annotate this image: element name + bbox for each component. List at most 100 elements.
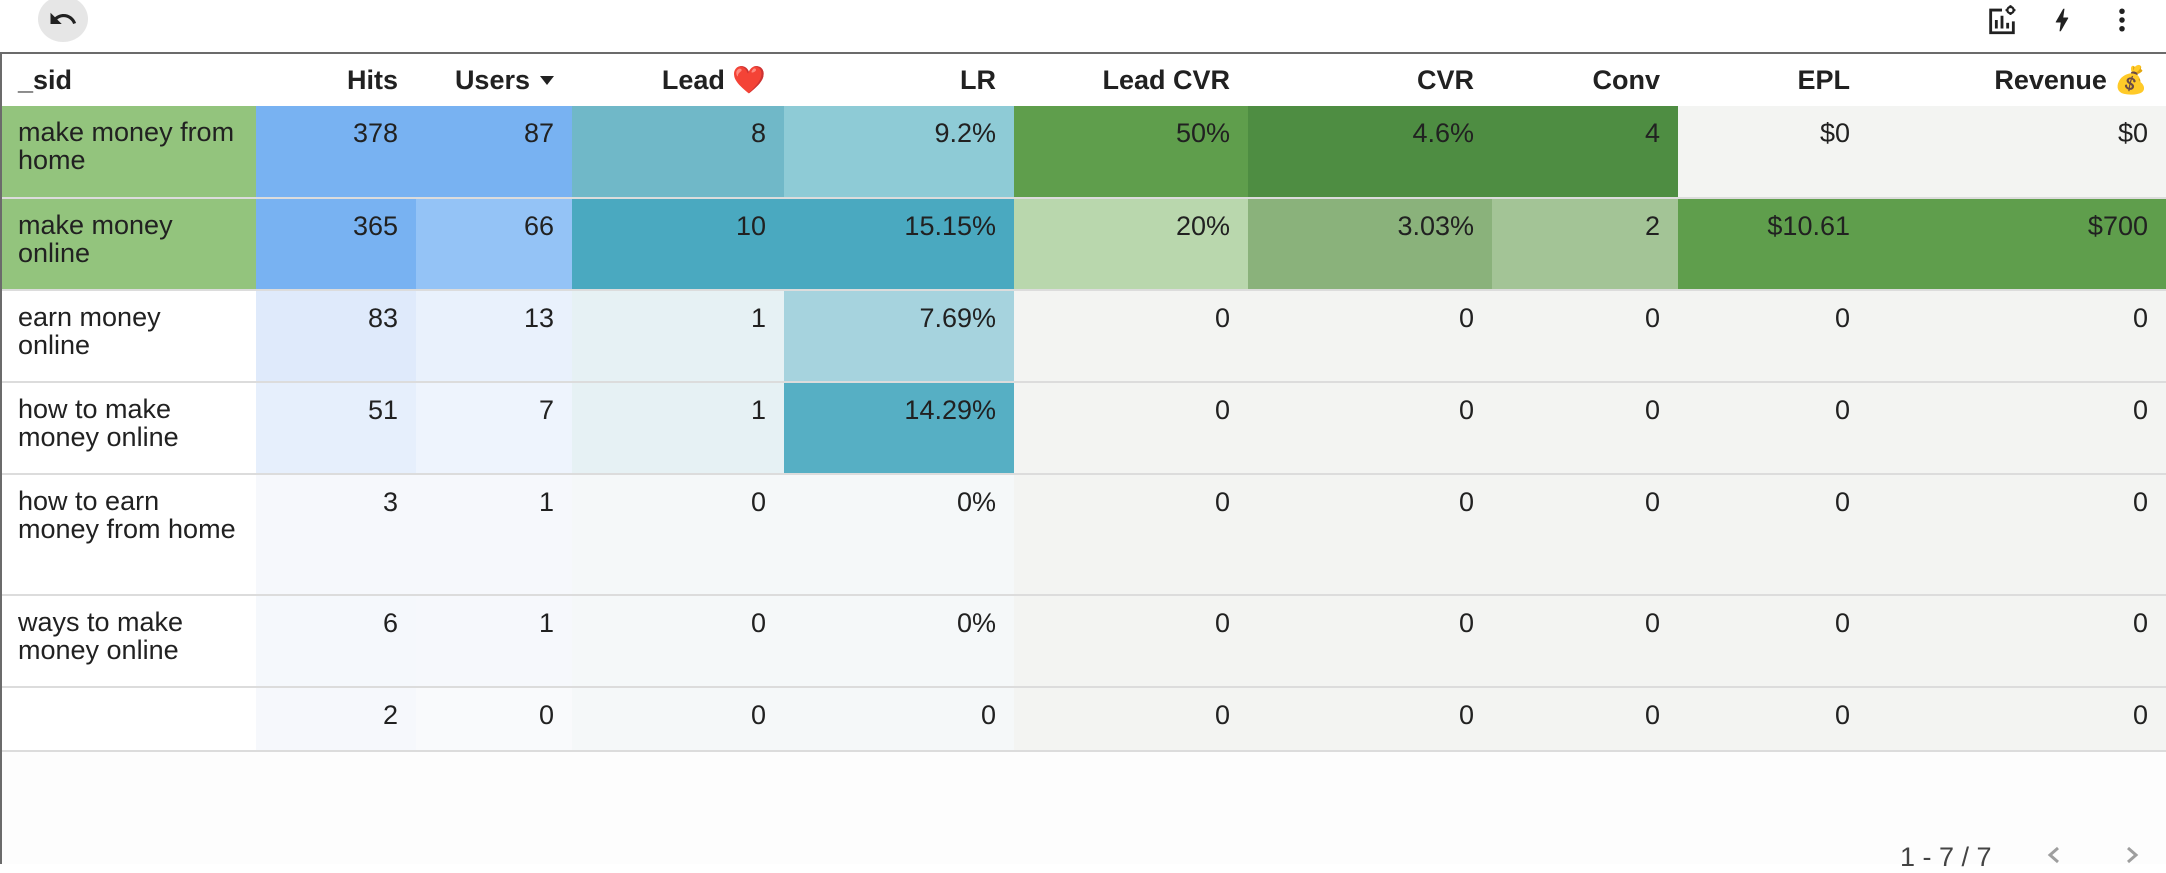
- cell-lr: 7.69%: [784, 290, 1014, 383]
- pagination-range: 1 - 7 / 7: [1900, 842, 1992, 872]
- cell-lead-cvr: 0: [1014, 595, 1248, 688]
- cell-cvr: 0: [1248, 687, 1492, 752]
- cell-lead: 1: [572, 290, 784, 383]
- cell-users: 87: [416, 106, 572, 199]
- cell-lead-cvr: 0: [1014, 687, 1248, 752]
- cell-epl: 0: [1678, 382, 1868, 475]
- cell-revenue: $700: [1868, 198, 2166, 291]
- quick-actions-button[interactable]: [2044, 2, 2080, 38]
- cell-conv: 0: [1492, 382, 1678, 475]
- column-header-conv[interactable]: Conv: [1492, 54, 1678, 106]
- cell-sid: ways to make money online: [2, 595, 256, 688]
- cell-lr: 15.15%: [784, 198, 1014, 291]
- column-header-lead[interactable]: Lead ❤️: [572, 54, 784, 106]
- cell-lead-cvr: 0: [1014, 290, 1248, 383]
- column-header-lr[interactable]: LR: [784, 54, 1014, 106]
- cell-lr: 9.2%: [784, 106, 1014, 199]
- bolt-icon: [2055, 8, 2069, 32]
- table-row[interactable]: how to make money online 51 7 1 14.29% 0…: [2, 382, 2166, 475]
- table-row[interactable]: make money from home 378 87 8 9.2% 50% 4…: [2, 106, 2166, 199]
- header-row: _sid Hits Users Lead ❤️ LR Lead CVR CVR …: [2, 54, 2166, 106]
- chart-settings-icon: [1989, 5, 2016, 35]
- cell-epl: 0: [1678, 687, 1868, 752]
- more-vert-icon: [2119, 8, 2125, 32]
- cell-revenue: 0: [1868, 474, 2166, 596]
- table-row[interactable]: 2 0 0 0 0 0 0 0 0: [2, 687, 2166, 752]
- cell-users: 13: [416, 290, 572, 383]
- column-header-sid[interactable]: _sid: [2, 54, 256, 106]
- cell-hits: 365: [256, 198, 416, 291]
- chevron-left-icon[interactable]: [2044, 846, 2066, 864]
- cell-epl: 0: [1678, 474, 1868, 596]
- cell-hits: 378: [256, 106, 416, 199]
- cell-conv: 0: [1492, 595, 1678, 688]
- cell-revenue: $0: [1868, 106, 2166, 199]
- cell-hits: 6: [256, 595, 416, 688]
- cell-cvr: 0: [1248, 382, 1492, 475]
- cell-hits: 51: [256, 382, 416, 475]
- cell-sid: how to earn money from home: [2, 474, 256, 596]
- cell-conv: 2: [1492, 198, 1678, 291]
- cell-revenue: 0: [1868, 290, 2166, 383]
- cell-sid: how to make money online: [2, 382, 256, 475]
- cell-lead: 10: [572, 198, 784, 291]
- cell-users: 0: [416, 687, 572, 752]
- table-row[interactable]: ways to make money online 6 1 0 0% 0 0 0…: [2, 595, 2166, 688]
- cell-epl: 0: [1678, 290, 1868, 383]
- cell-revenue: 0: [1868, 595, 2166, 688]
- cell-sid: [2, 687, 256, 752]
- cell-conv: 0: [1492, 290, 1678, 383]
- cell-sid: make money online: [2, 198, 256, 291]
- cell-users: 66: [416, 198, 572, 291]
- cell-epl: $0: [1678, 106, 1868, 199]
- column-header-epl[interactable]: EPL: [1678, 54, 1868, 106]
- cell-cvr: 0: [1248, 290, 1492, 383]
- table-row[interactable]: make money online 365 66 10 15.15% 20% 3…: [2, 198, 2166, 291]
- cell-lead: 0: [572, 595, 784, 688]
- table-row[interactable]: earn money online 83 13 1 7.69% 0 0 0 0 …: [2, 290, 2166, 383]
- cell-lr: 14.29%: [784, 382, 1014, 475]
- cell-hits: 3: [256, 474, 416, 596]
- table-chart: _sid Hits Users Lead ❤️ LR Lead CVR CVR …: [0, 52, 2166, 864]
- more-options-button[interactable]: [2104, 2, 2140, 38]
- cell-lead-cvr: 20%: [1014, 198, 1248, 291]
- cell-cvr: 0: [1248, 474, 1492, 596]
- undo-button[interactable]: [38, 0, 88, 42]
- top-toolbar: [0, 0, 2166, 52]
- cell-users: 7: [416, 382, 572, 475]
- cell-lead-cvr: 50%: [1014, 106, 1248, 199]
- column-header-users[interactable]: Users: [416, 54, 572, 106]
- cell-hits: 2: [256, 687, 416, 752]
- data-table: _sid Hits Users Lead ❤️ LR Lead CVR CVR …: [2, 54, 2166, 752]
- cell-hits: 83: [256, 290, 416, 383]
- cell-revenue: 0: [1868, 687, 2166, 752]
- cell-lead-cvr: 0: [1014, 382, 1248, 475]
- table-row[interactable]: how to earn money from home 3 1 0 0% 0 0…: [2, 474, 2166, 596]
- cell-epl: $10.61: [1678, 198, 1868, 291]
- undo-icon: [50, 12, 77, 24]
- cell-cvr: 3.03%: [1248, 198, 1492, 291]
- cell-sid: make money from home: [2, 106, 256, 199]
- column-header-cvr[interactable]: CVR: [1248, 54, 1492, 106]
- cell-cvr: 0: [1248, 595, 1492, 688]
- column-header-revenue[interactable]: Revenue 💰: [1868, 54, 2166, 106]
- cell-lead: 1: [572, 382, 784, 475]
- column-header-lead-cvr[interactable]: Lead CVR: [1014, 54, 1248, 106]
- cell-lead-cvr: 0: [1014, 474, 1248, 596]
- cell-sid: earn money online: [2, 290, 256, 383]
- chart-settings-button[interactable]: [1984, 2, 2020, 38]
- cell-revenue: 0: [1868, 382, 2166, 475]
- cell-cvr: 4.6%: [1248, 106, 1492, 199]
- chevron-right-icon[interactable]: [2120, 846, 2142, 864]
- cell-conv: 4: [1492, 106, 1678, 199]
- cell-lead: 0: [572, 687, 784, 752]
- sort-descending-icon: [540, 76, 554, 86]
- cell-lr: 0%: [784, 474, 1014, 596]
- cell-conv: 0: [1492, 687, 1678, 752]
- column-header-users-label: Users: [454, 64, 530, 95]
- cell-lead: 0: [572, 474, 784, 596]
- cell-lr: 0: [784, 687, 1014, 752]
- column-header-hits[interactable]: Hits: [256, 54, 416, 106]
- cell-conv: 0: [1492, 474, 1678, 596]
- cell-users: 1: [416, 474, 572, 596]
